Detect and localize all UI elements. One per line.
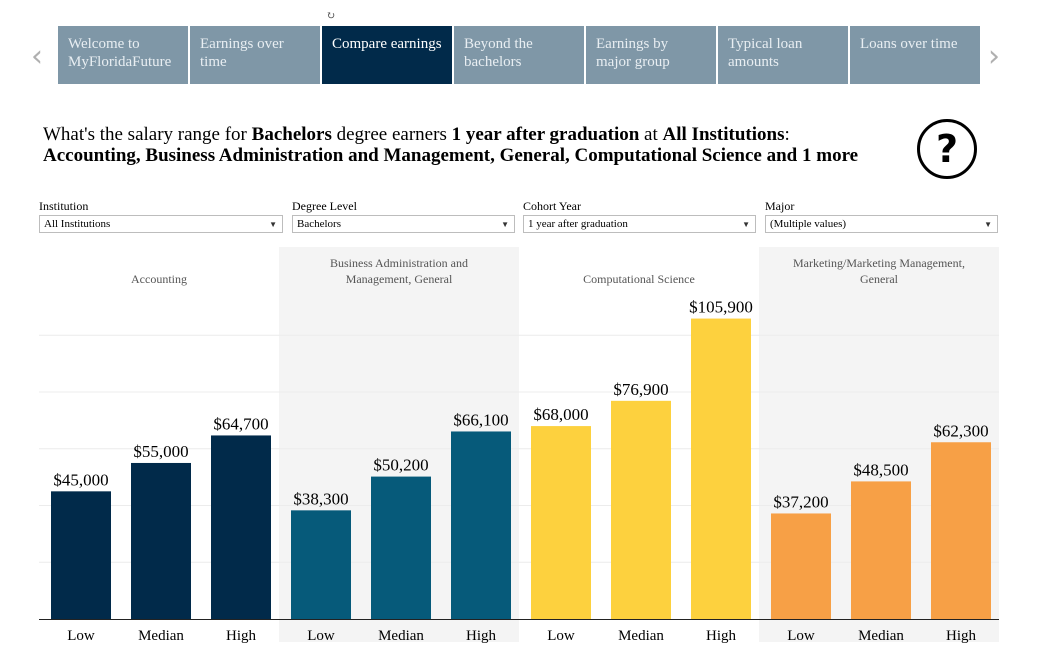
- headline-institution: All Institutions: [662, 124, 785, 145]
- page-title: What's the salary range for Bachelors de…: [43, 124, 903, 166]
- x-tick-label: Low: [787, 628, 815, 644]
- headline-cohort: 1 year after graduation: [451, 124, 640, 145]
- caret-down-icon: ▼: [501, 220, 509, 229]
- tab-typical-loan-amounts[interactable]: Typical loan amounts: [718, 26, 848, 84]
- tab-compare-earnings[interactable]: Compare earnings: [322, 26, 452, 84]
- data-label: $66,100: [453, 410, 508, 429]
- data-label: $45,000: [53, 470, 108, 489]
- data-label: $76,900: [613, 380, 668, 399]
- select-value: Bachelors: [297, 218, 341, 230]
- data-label: $38,300: [293, 489, 348, 508]
- institution-filter: Institution All Institutions ▼: [39, 199, 283, 233]
- data-label: $55,000: [133, 442, 188, 461]
- institution-select[interactable]: All Institutions ▼: [39, 215, 283, 233]
- panel-title: Business Administration and Management, G…: [330, 256, 468, 286]
- panel-title: Marketing/Marketing Management, General: [793, 256, 965, 286]
- tab-loans-over-time[interactable]: Loans over time: [850, 26, 980, 84]
- degree-level-select[interactable]: Bachelors ▼: [292, 215, 515, 233]
- headline-text: at: [639, 124, 663, 145]
- select-value: 1 year after graduation: [528, 218, 628, 230]
- x-tick-label: Low: [67, 628, 95, 644]
- caret-down-icon: ▼: [742, 220, 750, 229]
- bar: [291, 510, 351, 619]
- headline-degree: Bachelors: [251, 124, 332, 145]
- headline-text: What's the salary range for: [43, 124, 252, 145]
- panel-title: Accounting: [131, 272, 187, 286]
- cohort-year-filter: Cohort Year 1 year after graduation ▼: [523, 199, 756, 233]
- story-tabs: Welcome to MyFloridaFuture Earnings over…: [58, 26, 980, 84]
- x-tick-label: Median: [138, 628, 184, 644]
- x-tick-label: High: [466, 628, 497, 644]
- data-label: $62,300: [933, 421, 988, 440]
- data-label: $48,500: [853, 460, 908, 479]
- data-label: $68,000: [533, 405, 588, 424]
- bar: [851, 481, 911, 619]
- tab-welcome[interactable]: Welcome to MyFloridaFuture: [58, 26, 188, 84]
- data-label: $50,200: [373, 456, 428, 475]
- cohort-year-select[interactable]: 1 year after graduation ▼: [523, 215, 756, 233]
- x-tick-label: High: [226, 628, 257, 644]
- chevron-left-icon[interactable]: ‹: [31, 39, 43, 74]
- bar: [51, 491, 111, 619]
- select-value: All Institutions: [44, 218, 111, 230]
- bar: [531, 426, 591, 619]
- chevron-right-icon[interactable]: ›: [988, 39, 1000, 74]
- filter-label: Cohort Year: [523, 199, 582, 213]
- filter-label: Institution: [39, 199, 89, 213]
- select-value: (Multiple values): [770, 218, 847, 230]
- loading-spinner-icon: ↻: [326, 10, 336, 22]
- tab-beyond-the-bachelors[interactable]: Beyond the bachelors: [454, 26, 584, 84]
- data-label: $37,200: [773, 492, 828, 511]
- bar: [211, 435, 271, 619]
- bar: [131, 462, 191, 619]
- x-tick-label: Median: [378, 628, 424, 644]
- x-tick-label: Median: [618, 628, 664, 644]
- x-tick-label: High: [706, 628, 737, 644]
- bar: [931, 442, 991, 619]
- x-tick-label: Low: [307, 628, 335, 644]
- headline-majors: Accounting, Business Administration and …: [43, 145, 859, 166]
- tab-earnings-by-major-group[interactable]: Earnings by major group: [586, 26, 716, 84]
- x-tick-label: Median: [858, 628, 904, 644]
- bar: [371, 476, 431, 619]
- bar: [691, 318, 751, 619]
- x-tick-label: High: [946, 628, 977, 644]
- filter-label: Degree Level: [292, 199, 357, 213]
- headline-text: :: [784, 124, 790, 145]
- degree-level-filter: Degree Level Bachelors ▼: [292, 199, 515, 233]
- data-label: $64,700: [213, 414, 268, 433]
- caret-down-icon: ▼: [984, 220, 992, 229]
- panel-title: Computational Science: [583, 272, 695, 286]
- question-circle-icon[interactable]: ?: [917, 119, 977, 179]
- filter-label: Major: [765, 199, 795, 213]
- x-tick-label: Low: [547, 628, 575, 644]
- bar: [451, 431, 511, 619]
- bar: [771, 513, 831, 619]
- major-select[interactable]: (Multiple values) ▼: [765, 215, 998, 233]
- caret-down-icon: ▼: [269, 220, 277, 229]
- tab-earnings-over-time[interactable]: Earnings over time: [190, 26, 320, 84]
- bar: [611, 400, 671, 619]
- major-filter: Major (Multiple values) ▼: [765, 199, 998, 233]
- data-label: $105,900: [689, 298, 753, 317]
- headline-text: degree earners: [331, 124, 452, 145]
